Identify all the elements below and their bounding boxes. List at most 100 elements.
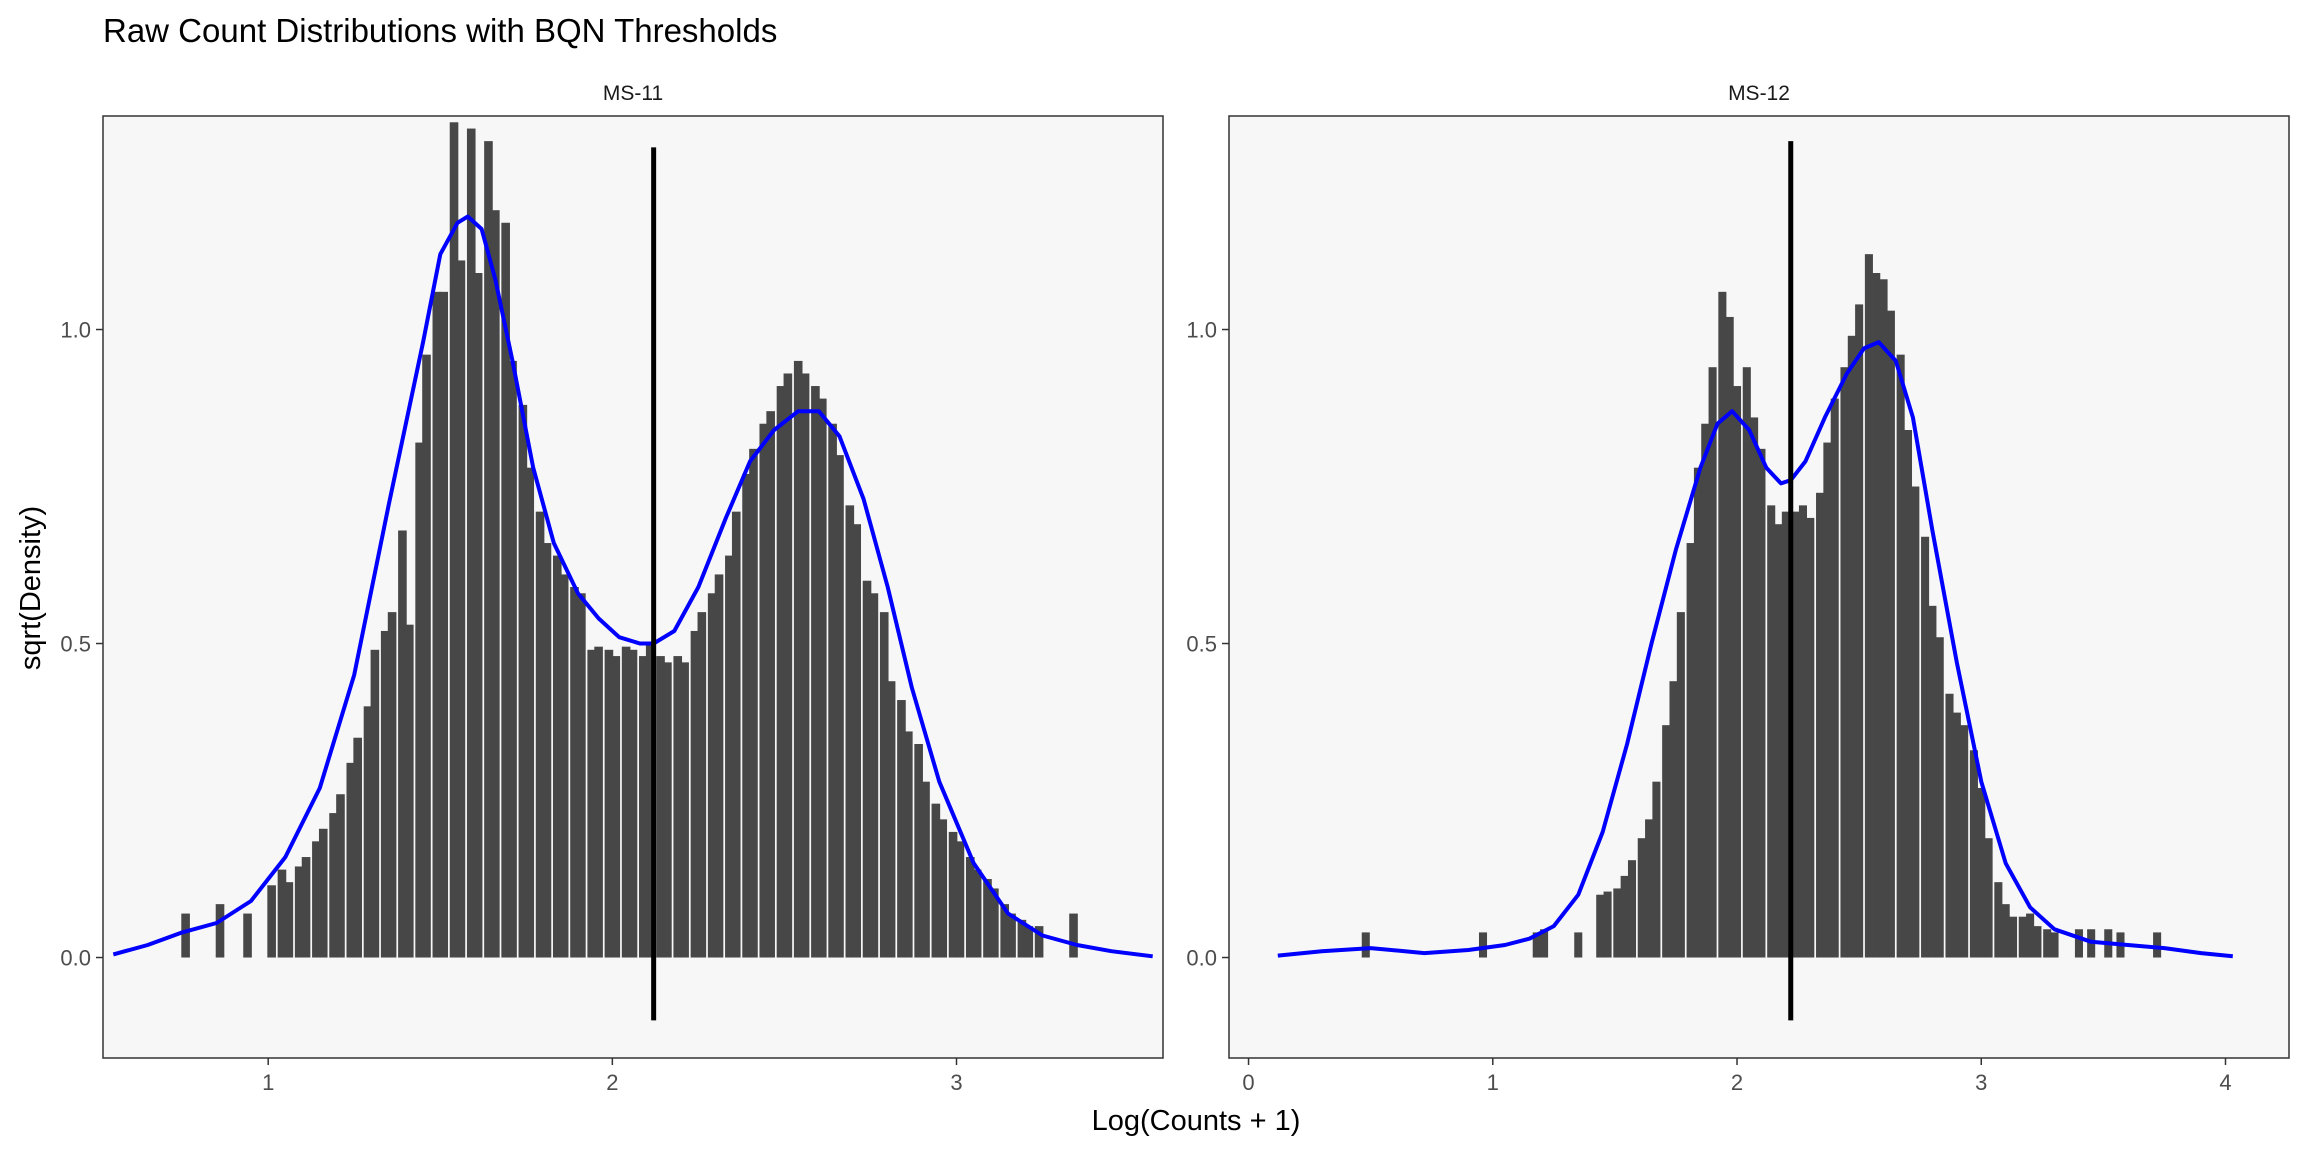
histogram-bar	[484, 141, 493, 958]
histogram-bar	[1603, 891, 1612, 958]
histogram-bar	[1994, 882, 2003, 958]
histogram-bar	[1725, 316, 1734, 958]
histogram-bar	[1620, 875, 1629, 958]
histogram-bar	[1767, 505, 1776, 958]
histogram-bar	[518, 404, 528, 958]
histogram-bar	[938, 819, 948, 958]
histogram-bar	[1069, 913, 1078, 958]
histogram-bar	[1806, 517, 1815, 958]
histogram-bar	[897, 700, 906, 958]
histogram-bar	[1903, 430, 1913, 958]
histogram-bar	[370, 649, 380, 958]
histogram-bar	[215, 904, 225, 958]
histogram-bar	[1627, 860, 1637, 958]
histogram-bar	[1969, 750, 1978, 958]
histogram-bar	[415, 442, 424, 958]
histogram-bar	[931, 803, 941, 958]
histogram-bar	[2026, 913, 2035, 958]
histogram-bar	[800, 373, 810, 958]
histogram-bar	[1911, 486, 1920, 958]
histogram-bar	[639, 656, 648, 958]
x-axis-label: Log(Counts + 1)	[1092, 1105, 1301, 1137]
histogram-bar	[1774, 524, 1783, 958]
x-tick-label: 0	[1242, 1070, 1254, 1095]
histogram-bar	[725, 555, 734, 958]
histogram-bar	[611, 656, 621, 958]
histogram-bar	[473, 273, 483, 958]
histogram-bar	[1977, 787, 1986, 958]
histogram-bar	[707, 593, 717, 958]
histogram-bar	[697, 612, 707, 958]
histogram-bar	[2153, 932, 2162, 958]
x-tick-label: 3	[1975, 1070, 1987, 1095]
histogram-bar	[1750, 417, 1759, 958]
histogram-bar	[904, 731, 913, 958]
histogram-bar	[267, 885, 276, 958]
histogram-bar	[1984, 838, 1993, 958]
histogram-bar	[432, 291, 442, 958]
histogram-bar	[1816, 492, 1825, 958]
histogram-bar	[422, 354, 431, 958]
histogram-bar	[456, 260, 466, 958]
histogram-bar	[1847, 335, 1856, 958]
histogram-bar	[284, 882, 294, 958]
histogram-bar	[1478, 932, 1488, 958]
histogram-bar	[645, 643, 655, 958]
histogram-bar	[380, 630, 390, 958]
histogram-bar	[181, 913, 190, 958]
histogram-bar	[277, 869, 287, 958]
histogram-bar	[955, 841, 965, 958]
histogram-bar	[2018, 916, 2027, 958]
histogram-bar	[466, 128, 476, 958]
histogram-bar	[731, 511, 741, 958]
histogram-bar	[828, 423, 837, 958]
density-curve	[1277, 340, 2234, 959]
histogram-bar	[1652, 781, 1661, 958]
histogram-bar	[398, 530, 407, 958]
histogram-bar	[491, 210, 500, 958]
panel-border	[1228, 115, 2290, 1059]
histogram-bar	[1676, 612, 1685, 958]
histogram-bar	[2043, 929, 2052, 958]
y-tick-label: 1.0	[1186, 318, 1217, 343]
histogram-bar	[983, 879, 992, 958]
histogram-bar	[886, 681, 896, 958]
histogram-bar	[1540, 929, 1549, 958]
histogram-bar	[1686, 543, 1695, 958]
histogram-bar	[1830, 398, 1839, 958]
histogram-bar	[2050, 932, 2059, 958]
x-tick-label: 2	[606, 1070, 618, 1095]
histogram-bar	[835, 455, 844, 958]
histogram-bar	[1034, 926, 1044, 958]
histogram-bar	[879, 612, 889, 958]
histogram-bar	[439, 291, 449, 958]
x-tick-label: 1	[262, 1070, 274, 1095]
histogram-bar	[594, 646, 603, 958]
histogram-bar	[1921, 536, 1930, 958]
histogram-bar	[1662, 725, 1671, 958]
x-tick-label: 3	[950, 1070, 962, 1095]
histogram-bar	[1886, 310, 1895, 958]
y-tick-label: 0.5	[60, 632, 91, 657]
histogram-bar	[1960, 725, 1969, 958]
histogram-bar	[776, 386, 786, 958]
histogram-bar	[525, 467, 535, 958]
histogram-bar	[690, 630, 700, 958]
histogram-bar	[1693, 467, 1702, 958]
histogram-bar	[353, 737, 362, 958]
histogram-bar	[1574, 932, 1583, 958]
histogram-bar	[656, 656, 665, 958]
histogram-bar	[1017, 919, 1027, 958]
histogram-bar	[1952, 712, 1961, 958]
histogram-bar	[2033, 926, 2042, 958]
chart-title: Raw Count Distributions with BQN Thresho…	[103, 12, 777, 49]
histogram-bar	[990, 888, 999, 958]
histogram-bar	[1791, 511, 1800, 958]
histogram-bar	[449, 122, 459, 958]
histogram-bar	[1879, 279, 1888, 958]
histogram-bar	[1645, 819, 1654, 958]
x-tick-label: 4	[2219, 1070, 2231, 1095]
panel-strip-label: MS-11	[603, 82, 663, 105]
histogram-bar	[387, 612, 397, 958]
histogram-bar	[742, 473, 751, 958]
